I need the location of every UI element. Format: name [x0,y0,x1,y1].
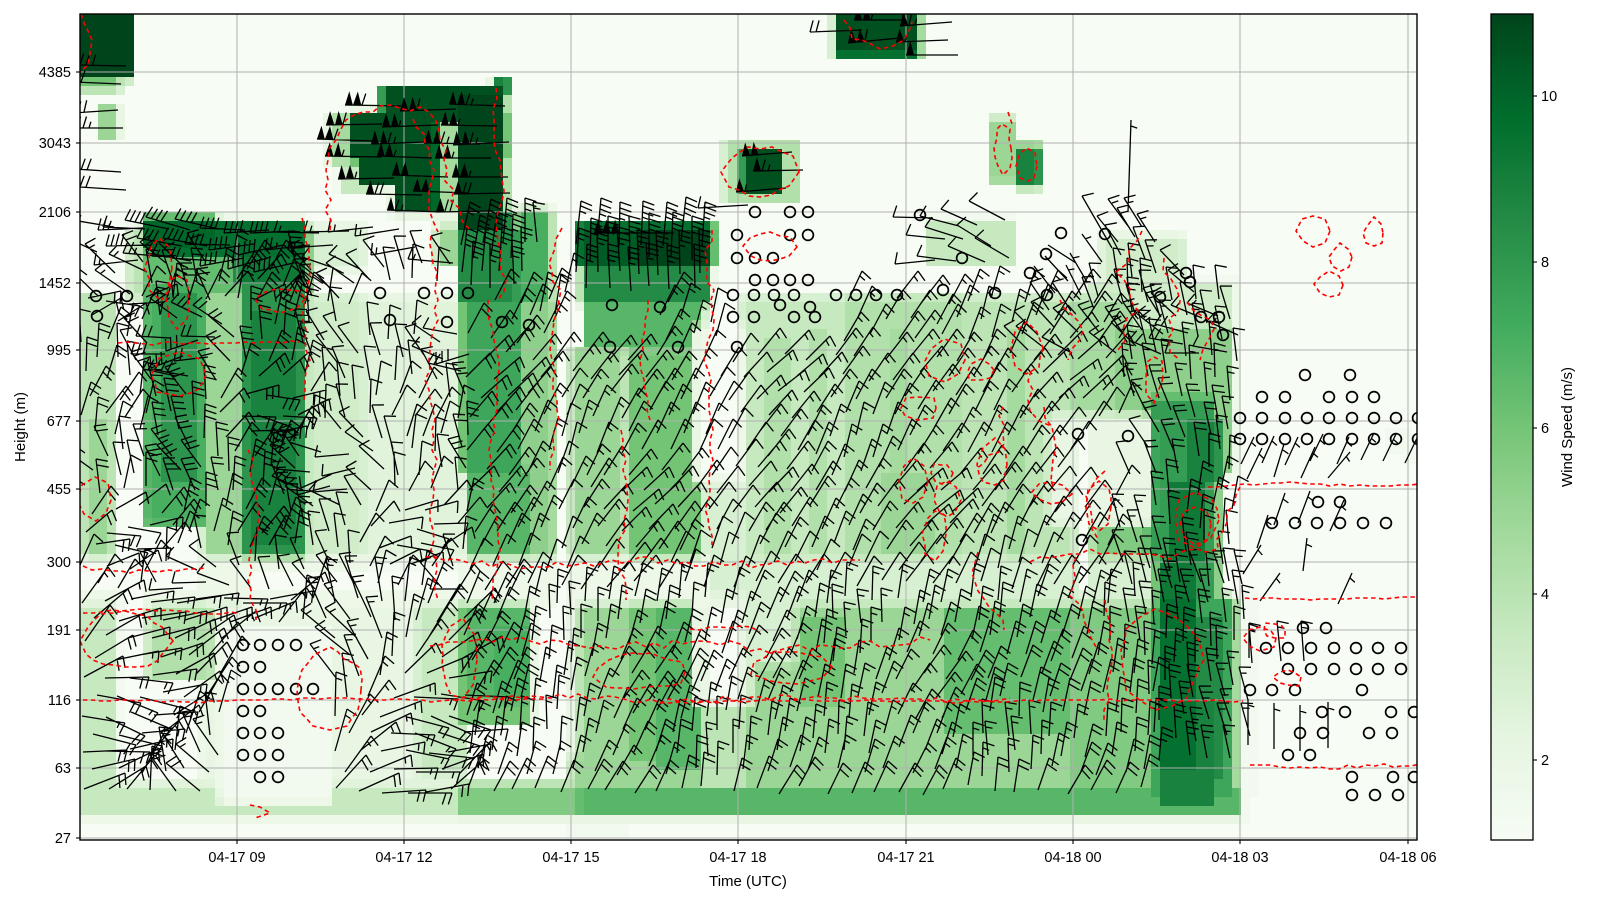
svg-text:04-17 12: 04-17 12 [375,850,432,866]
svg-text:995: 995 [47,343,71,359]
svg-text:04-18 03: 04-18 03 [1211,850,1268,866]
svg-text:04-17 15: 04-17 15 [542,850,599,866]
svg-text:Height (m): Height (m) [12,392,29,462]
svg-text:04-17 21: 04-17 21 [877,850,934,866]
svg-text:2106: 2106 [39,205,71,221]
svg-text:04-17 18: 04-17 18 [709,850,766,866]
svg-text:10: 10 [1541,89,1557,105]
svg-text:677: 677 [47,414,71,430]
svg-text:4385: 4385 [39,65,71,81]
svg-text:116: 116 [48,693,71,709]
svg-text:3043: 3043 [39,136,71,152]
svg-text:04-17 09: 04-17 09 [208,850,265,866]
svg-text:Time (UTC): Time (UTC) [709,873,787,890]
svg-text:455: 455 [47,482,71,498]
svg-text:04-18 00: 04-18 00 [1044,850,1101,866]
svg-text:1452: 1452 [39,276,71,292]
svg-text:8: 8 [1541,255,1549,271]
svg-text:63: 63 [55,761,71,777]
svg-text:191: 191 [47,623,71,639]
svg-text:6: 6 [1541,421,1549,437]
svg-text:04-18 06: 04-18 06 [1379,850,1436,866]
svg-text:Wind Speed (m/s): Wind Speed (m/s) [1559,367,1576,487]
svg-text:300: 300 [47,555,71,571]
svg-text:4: 4 [1541,587,1549,603]
svg-text:27: 27 [55,831,71,847]
svg-text:2: 2 [1541,753,1549,769]
